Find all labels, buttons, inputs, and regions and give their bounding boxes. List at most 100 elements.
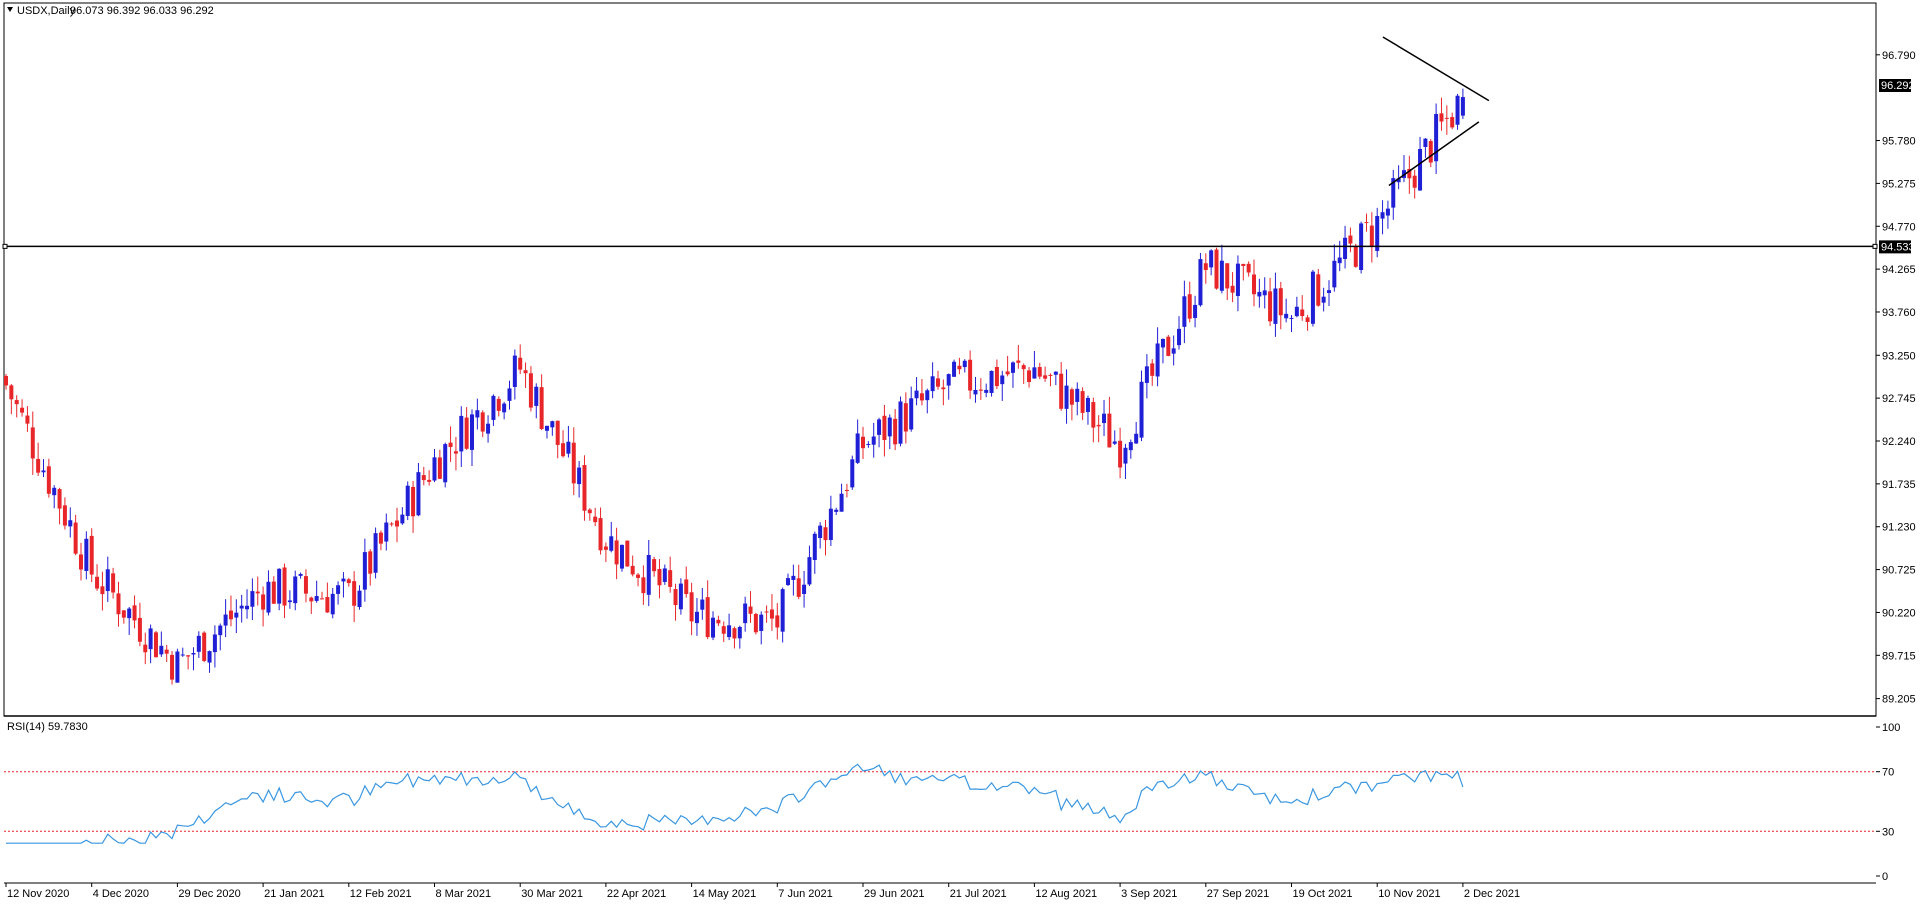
candle-body — [973, 389, 978, 395]
candle-body — [1235, 263, 1240, 297]
candle-body — [250, 591, 255, 607]
candle-body — [1455, 95, 1460, 125]
triangle-lower-line — [1388, 121, 1480, 187]
price-tick-label: 93.250 — [1882, 350, 1916, 362]
candle-body — [496, 398, 501, 411]
triangle-down-icon[interactable] — [7, 7, 13, 12]
candle-body — [662, 568, 667, 582]
candle-body — [828, 508, 833, 540]
candle-body — [1407, 168, 1412, 179]
x-axis: 12 Nov 2020 4 Dec 2020 29 Dec 2020 21 Jan 2… — [5, 883, 1520, 900]
candle-body — [373, 533, 378, 573]
candle-body — [245, 605, 250, 610]
candle-body — [1321, 296, 1326, 303]
candle-body — [491, 395, 496, 420]
candle-body — [1134, 433, 1139, 444]
candle-body — [41, 470, 46, 473]
candle-body — [1348, 235, 1353, 244]
price-tick-label: 89.205 — [1882, 694, 1916, 706]
candle-body — [582, 465, 587, 511]
candle-body — [566, 441, 571, 454]
candle-body — [1353, 246, 1358, 267]
candle-body — [1300, 309, 1305, 317]
candle-body — [1053, 371, 1058, 375]
candle-body — [212, 634, 217, 653]
candle-body — [78, 554, 83, 570]
candle-body — [25, 415, 30, 424]
candle-body — [421, 475, 426, 481]
candle-body — [432, 457, 437, 481]
candle-body — [1085, 397, 1090, 412]
candle-body — [143, 644, 148, 653]
candle-body — [1005, 371, 1010, 375]
candle-body — [1289, 317, 1294, 319]
candle-body — [459, 415, 464, 452]
candle-body — [636, 574, 641, 578]
rsi-tick-label: 70 — [1882, 767, 1894, 779]
candle-body — [844, 489, 849, 491]
candle-body — [309, 597, 314, 602]
candle-body — [1428, 141, 1433, 163]
candle-body — [30, 427, 35, 459]
candle-body — [1075, 388, 1080, 402]
x-tick-label: 12 Feb 2021 — [350, 888, 412, 900]
candle-body — [1032, 367, 1037, 379]
price-y-axis: 96.790 95.780 95.275 94.770 94.265 93.760 93.2… — [1876, 50, 1916, 706]
candle-body — [357, 590, 362, 608]
candle-body — [1252, 274, 1257, 295]
candle-body — [577, 467, 582, 485]
candle-body — [121, 610, 126, 618]
candle-body — [352, 581, 357, 606]
candle-body — [1369, 225, 1374, 247]
candle-body — [1268, 291, 1273, 322]
candle-body — [1182, 296, 1187, 327]
candle-body — [855, 433, 860, 463]
candle-body — [544, 425, 549, 431]
candle-body — [1241, 263, 1246, 266]
candle-body — [320, 598, 325, 600]
candle-body — [1150, 363, 1155, 376]
triangle-pattern — [1382, 36, 1490, 187]
candle-body — [834, 509, 839, 512]
candle-body — [561, 443, 566, 457]
candle-body — [1080, 391, 1085, 413]
candle-body — [277, 568, 282, 604]
candle-body — [1123, 447, 1128, 464]
candle-body — [1450, 117, 1455, 128]
candle-body — [732, 628, 737, 639]
candle-body — [657, 568, 662, 586]
candle-body — [1128, 442, 1133, 451]
candle-body — [293, 576, 298, 604]
candle-body — [978, 389, 983, 391]
candle-body — [1096, 424, 1101, 427]
candle-body — [1380, 212, 1385, 219]
candle-body — [395, 520, 400, 527]
candle-body — [159, 645, 164, 655]
rsi-label: RSI(14) 59.7830 — [7, 721, 88, 733]
candle-body — [1037, 367, 1042, 377]
price-tick-label: 95.275 — [1882, 178, 1916, 190]
horizontal-line[interactable]: 94.533 — [2, 240, 1915, 254]
candle-body — [89, 535, 94, 575]
candle-body — [1016, 360, 1021, 363]
current-price-label: 96.292 — [1881, 80, 1915, 92]
candle-body — [652, 559, 657, 572]
candle-body — [68, 520, 73, 527]
candle-body — [1332, 260, 1337, 288]
price-tick-label: 94.265 — [1882, 264, 1916, 276]
candle-body — [952, 361, 957, 377]
candle-body — [1284, 313, 1289, 319]
candle-body — [105, 569, 110, 592]
x-tick-label: 7 Jun 2021 — [778, 888, 832, 900]
line-handle-right — [1872, 243, 1878, 249]
symbol-header: USDX,Daily — [17, 5, 76, 17]
candle-body — [1166, 336, 1171, 356]
price-tick-label: 92.240 — [1882, 436, 1916, 448]
candle-body — [1262, 290, 1267, 296]
candle-body — [1246, 263, 1251, 273]
candle-body — [791, 575, 796, 580]
ohlc-header: 96.073 96.392 96.033 96.292 — [70, 5, 214, 17]
candle-body — [603, 546, 608, 550]
